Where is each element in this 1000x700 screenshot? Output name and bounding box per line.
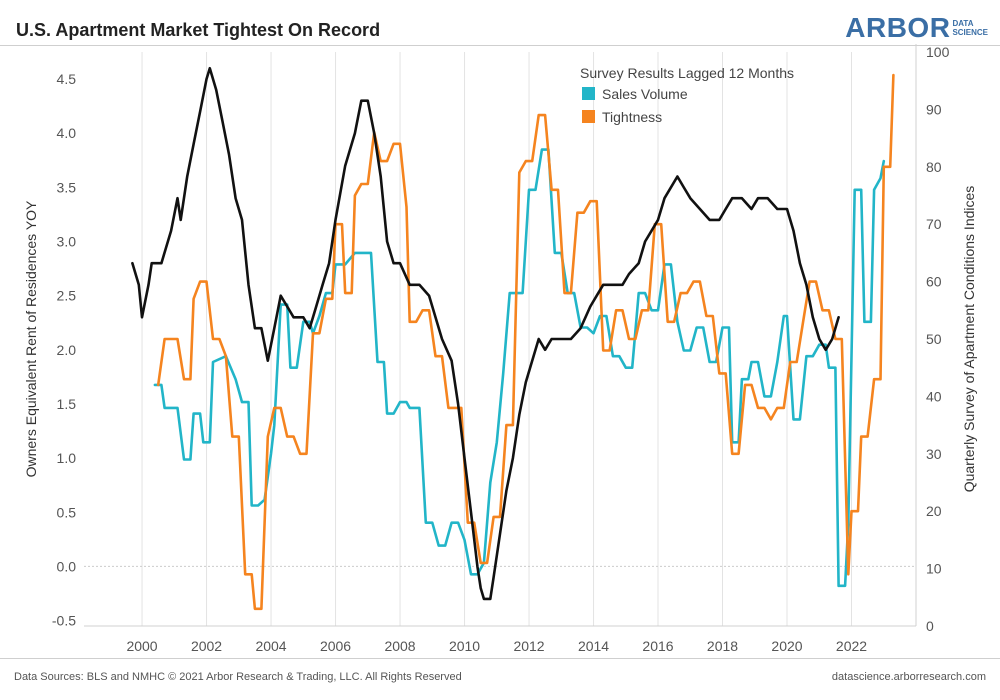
y-left-tick-label: 3.0 — [57, 234, 77, 250]
brand-name: ARBOR — [845, 12, 951, 43]
x-tick-label: 2010 — [449, 638, 480, 654]
arbor-logo: ARBOR DATA SCIENCE — [845, 12, 988, 44]
x-tick-label: 2014 — [578, 638, 609, 654]
x-tick-label: 2020 — [771, 638, 802, 654]
y-right-tick-label: 60 — [926, 274, 942, 290]
legend-title: Survey Results Lagged 12 Months — [580, 65, 794, 81]
x-tick-label: 2012 — [513, 638, 544, 654]
x-tick-label: 2004 — [255, 638, 286, 654]
y-left-tick-label: 0.5 — [57, 504, 77, 520]
y-right-tick-label: 20 — [926, 503, 942, 519]
legend-label-tightness: Tightness — [602, 109, 662, 125]
legend-swatch-sales — [582, 87, 595, 100]
y-left-tick-label: 2.0 — [57, 342, 77, 358]
brand-sub-line-1: DATA — [952, 19, 974, 28]
x-tick-label: 2016 — [642, 638, 673, 654]
y-left-tick-label: 1.5 — [57, 396, 77, 412]
y-left-axis-title: Owners Equivalent Rent of Residences YOY — [23, 200, 39, 477]
legend-swatch-tightness — [582, 110, 595, 123]
x-tick-label: 2000 — [126, 638, 157, 654]
y-right-tick-label: 30 — [926, 446, 942, 462]
data-sources-note: Data Sources: BLS and NMHC © 2021 Arbor … — [14, 671, 462, 683]
oer-series-line — [131, 66, 840, 601]
website-url[interactable]: datascience.arborresearch.com — [831, 671, 986, 683]
y-right-tick-label: 70 — [926, 216, 942, 232]
x-tick-label: 2008 — [384, 638, 415, 654]
y-left-tick-label: 0.0 — [57, 558, 77, 574]
x-tick-label: 2018 — [707, 638, 738, 654]
footer-divider — [0, 658, 1000, 659]
y-left-tick-label: 3.5 — [57, 179, 77, 195]
brand-sub: DATA SCIENCE — [952, 19, 988, 37]
y-right-tick-label: 0 — [926, 618, 934, 634]
y-left-tick-label: -0.5 — [52, 613, 76, 629]
brand-sub-line-2: SCIENCE — [952, 28, 988, 37]
y-right-tick-label: 90 — [926, 101, 942, 117]
y-right-axis-title: Quarterly Survey of Apartment Conditions… — [961, 186, 977, 493]
tightness-series-line — [156, 73, 895, 611]
y-left-tick-label: 1.0 — [57, 450, 77, 466]
legend-label-sales: Sales Volume — [602, 86, 688, 102]
x-tick-label: 2006 — [320, 638, 351, 654]
y-right-tick-label: 40 — [926, 388, 942, 404]
x-tick-label: 2022 — [836, 638, 867, 654]
y-right-tick-label: 100 — [926, 44, 950, 60]
header-divider — [0, 45, 1000, 46]
chart-title: U.S. Apartment Market Tightest On Record — [16, 20, 381, 40]
y-left-tick-label: 4.5 — [57, 71, 77, 87]
y-left-tick-label: 2.5 — [57, 288, 77, 304]
y-right-tick-label: 50 — [926, 331, 942, 347]
sales-volume-series-line — [153, 148, 886, 588]
y-left-tick-label: 4.0 — [57, 125, 77, 141]
y-right-tick-label: 80 — [926, 159, 942, 175]
x-tick-label: 2002 — [191, 638, 222, 654]
y-right-tick-label: 10 — [926, 561, 942, 577]
